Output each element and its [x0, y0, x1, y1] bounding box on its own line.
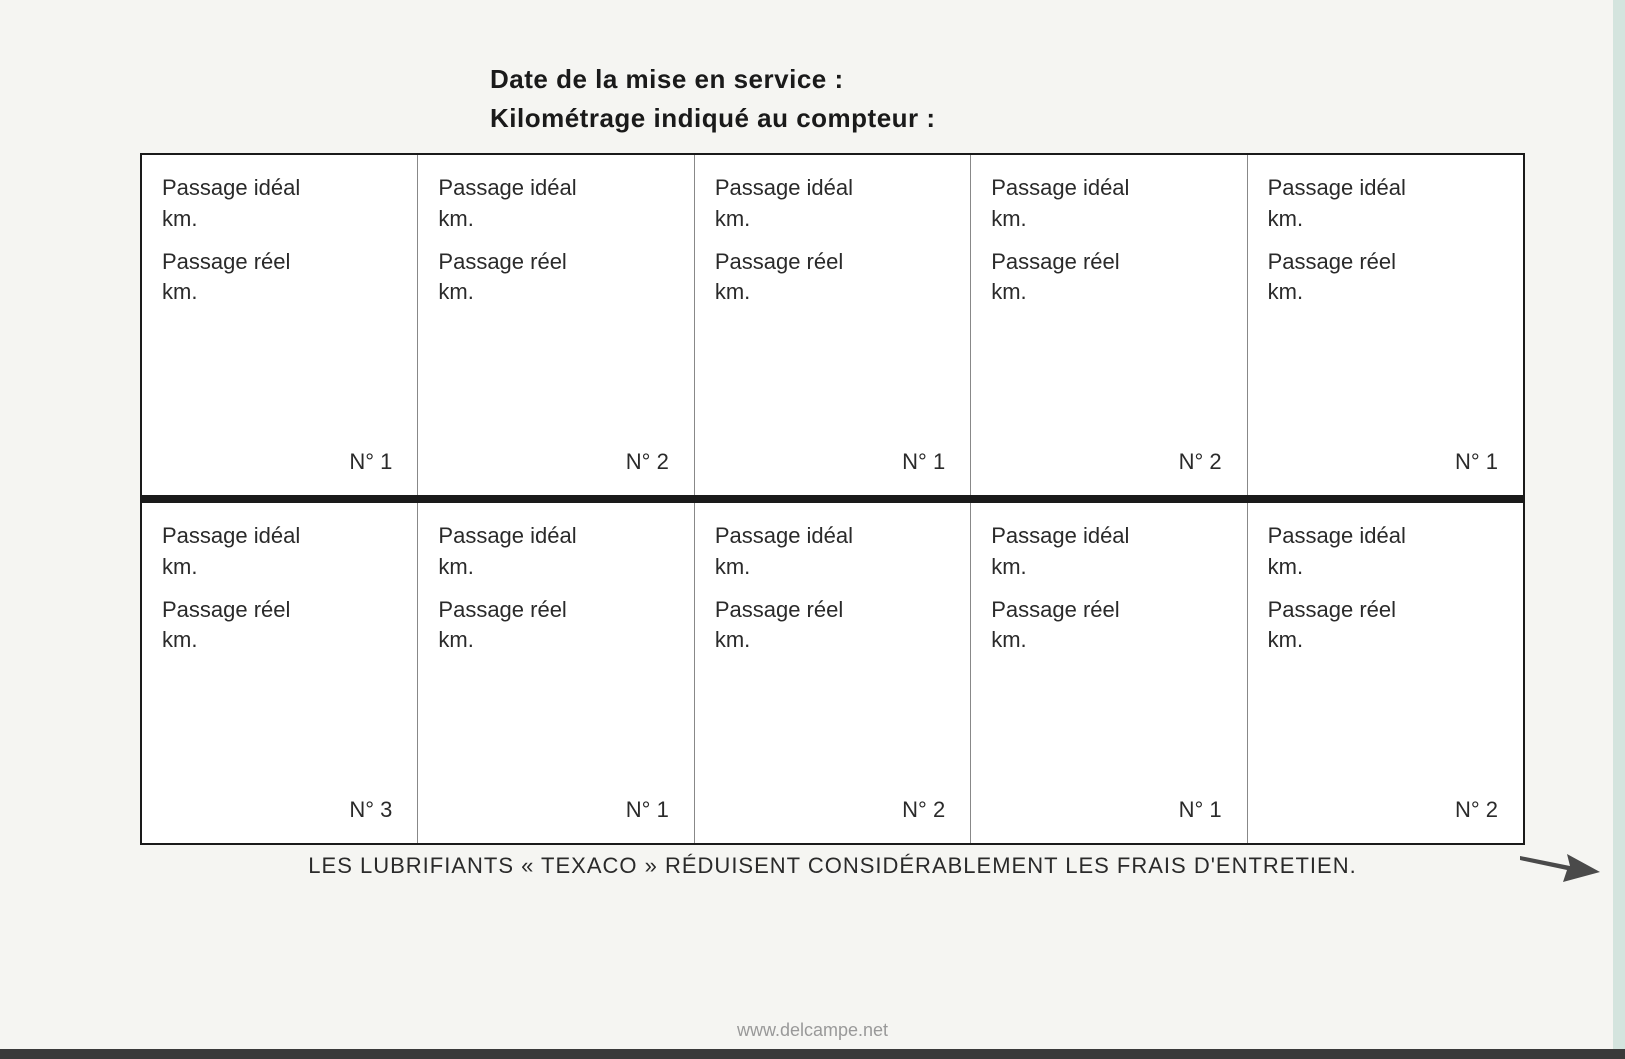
- table-row-bottom: Passage idéal km. Passage réel km. N° 3 …: [142, 503, 1523, 843]
- passage-ideal-label: Passage idéal km.: [1268, 173, 1503, 235]
- service-cell: Passage idéal km. Passage réel km. N° 3: [142, 503, 418, 843]
- passage-ideal-label: Passage idéal km.: [1268, 521, 1503, 583]
- watermark-text: www.delcampe.net: [737, 1020, 888, 1041]
- cell-number: N° 1: [1455, 449, 1498, 475]
- page-right-edge: [1613, 0, 1625, 1059]
- cell-number: N° 1: [902, 449, 945, 475]
- cell-number: N° 1: [349, 449, 392, 475]
- service-cell: Passage idéal km. Passage réel km. N° 1: [695, 155, 971, 495]
- passage-reel-label: Passage réel km.: [438, 595, 673, 657]
- passage-reel-label: Passage réel km.: [1268, 595, 1503, 657]
- cell-number: N° 1: [1179, 797, 1222, 823]
- arrow-right-icon: [1515, 844, 1605, 884]
- cell-number: N° 2: [1179, 449, 1222, 475]
- passage-reel-label: Passage réel km.: [162, 595, 397, 657]
- passage-ideal-label: Passage idéal km.: [438, 173, 673, 235]
- service-cell: Passage idéal km. Passage réel km. N° 1: [1248, 155, 1523, 495]
- cell-number: N° 2: [626, 449, 669, 475]
- service-cell: Passage idéal km. Passage réel km. N° 1: [142, 155, 418, 495]
- service-cell: Passage idéal km. Passage réel km. N° 1: [971, 503, 1247, 843]
- passage-ideal-label: Passage idéal km.: [991, 521, 1226, 583]
- passage-reel-label: Passage réel km.: [162, 247, 397, 309]
- service-cell: Passage idéal km. Passage réel km. N° 2: [418, 155, 694, 495]
- passage-reel-label: Passage réel km.: [715, 247, 950, 309]
- passage-reel-label: Passage réel km.: [991, 247, 1226, 309]
- passage-reel-label: Passage réel km.: [1268, 247, 1503, 309]
- service-cell: Passage idéal km. Passage réel km. N° 2: [1248, 503, 1523, 843]
- passage-ideal-label: Passage idéal km.: [162, 521, 397, 583]
- cell-number: N° 2: [902, 797, 945, 823]
- table-row-top: Passage idéal km. Passage réel km. N° 1 …: [142, 155, 1523, 503]
- cell-number: N° 1: [626, 797, 669, 823]
- passage-reel-label: Passage réel km.: [991, 595, 1226, 657]
- header-date-line: Date de la mise en service :: [490, 60, 1525, 99]
- passage-ideal-label: Passage idéal km.: [715, 173, 950, 235]
- cell-number: N° 3: [349, 797, 392, 823]
- passage-reel-label: Passage réel km.: [715, 595, 950, 657]
- header-km-line: Kilométrage indiqué au compteur :: [490, 99, 1525, 138]
- passage-ideal-label: Passage idéal km.: [715, 521, 950, 583]
- cell-number: N° 2: [1455, 797, 1498, 823]
- document-header: Date de la mise en service : Kilométrage…: [490, 60, 1525, 138]
- passage-reel-label: Passage réel km.: [438, 247, 673, 309]
- service-cell: Passage idéal km. Passage réel km. N° 2: [971, 155, 1247, 495]
- service-cell: Passage idéal km. Passage réel km. N° 1: [418, 503, 694, 843]
- service-table: Passage idéal km. Passage réel km. N° 1 …: [140, 153, 1525, 845]
- service-cell: Passage idéal km. Passage réel km. N° 2: [695, 503, 971, 843]
- passage-ideal-label: Passage idéal km.: [162, 173, 397, 235]
- passage-ideal-label: Passage idéal km.: [438, 521, 673, 583]
- passage-ideal-label: Passage idéal km.: [991, 173, 1226, 235]
- page-bottom-edge: [0, 1049, 1625, 1059]
- footer-text: LES LUBRIFIANTS « TEXACO » RÉDUISENT CON…: [140, 853, 1525, 879]
